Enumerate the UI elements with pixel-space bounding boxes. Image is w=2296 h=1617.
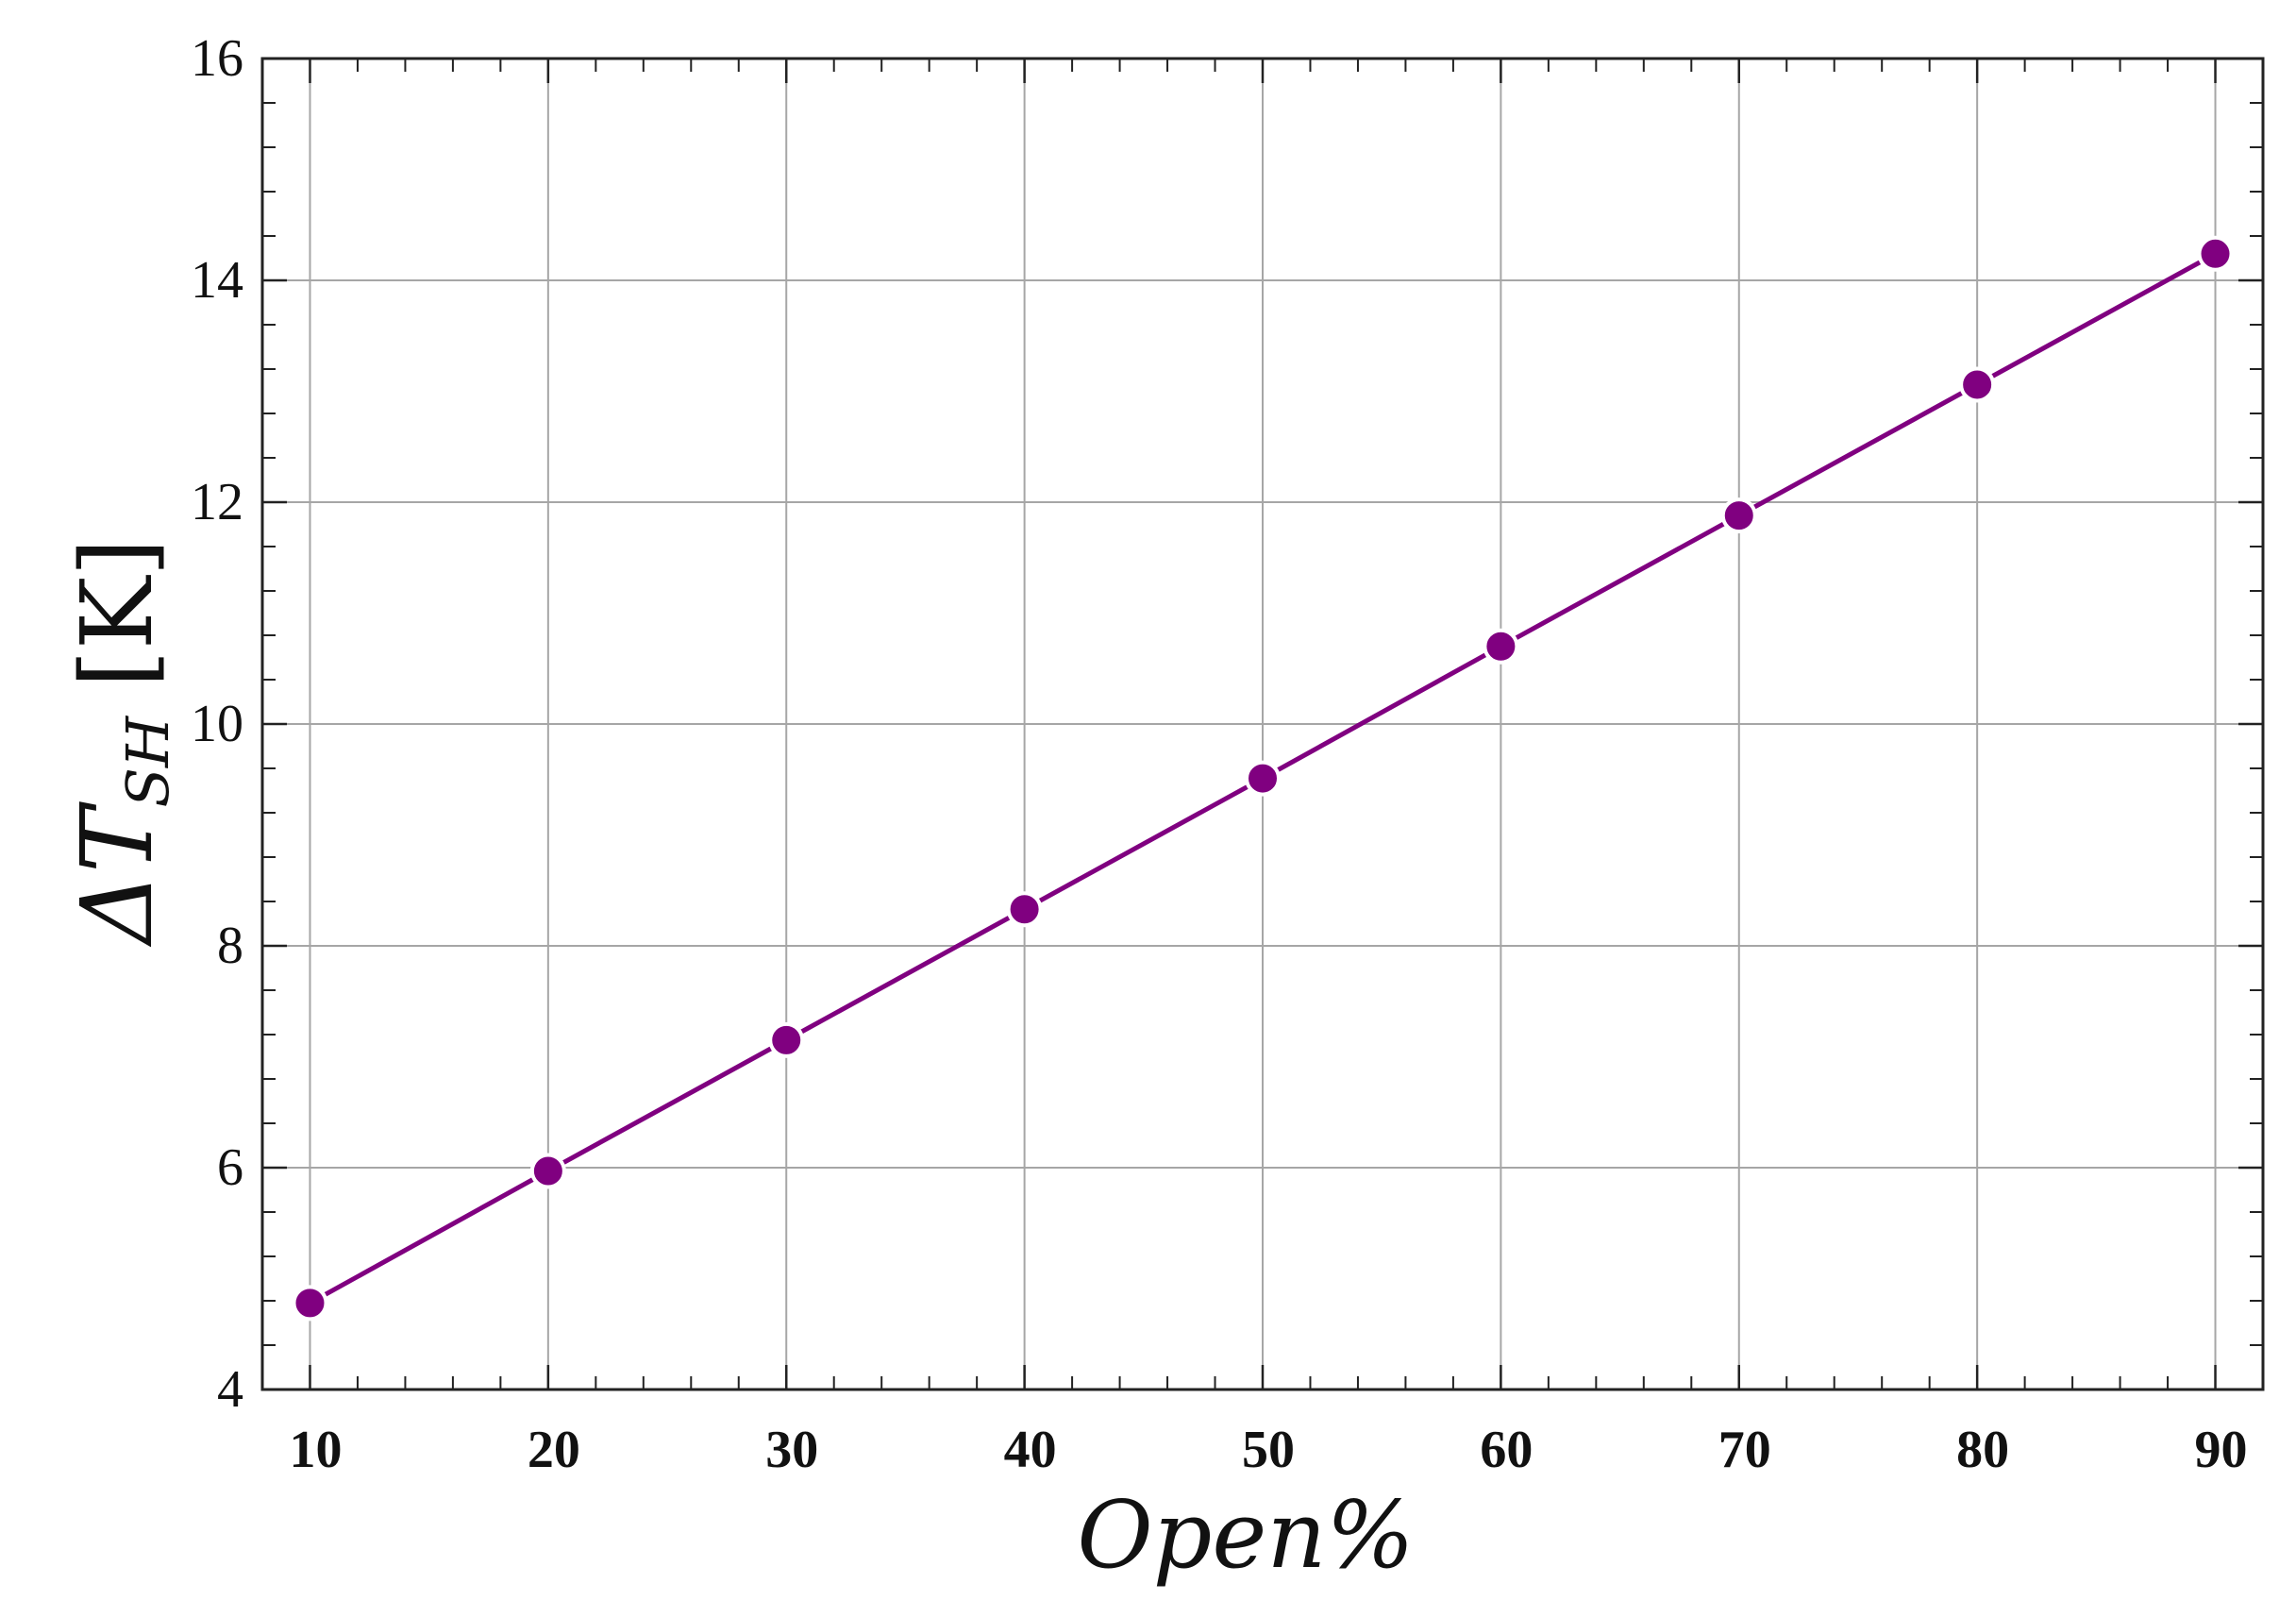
y-tick-label: 14 <box>191 251 243 310</box>
x-tick-labels: 10 20 30 40 50 60 70 80 90 <box>289 1421 2247 1479</box>
y-tick-label: 12 <box>191 473 243 531</box>
data-point <box>1245 760 1281 797</box>
x-tick-label: 80 <box>1956 1421 2009 1479</box>
minor-ticks <box>261 57 2264 1391</box>
y-axis-title-symbol: ΔT <box>59 801 175 948</box>
grid <box>262 59 2263 1390</box>
data-point <box>292 1285 328 1322</box>
y-tick-label: 4 <box>217 1360 243 1419</box>
data-point <box>768 1021 805 1058</box>
x-axis-title: Open% <box>1077 1482 1414 1590</box>
y-tick-labels: 4 6 8 10 12 14 16 <box>191 29 243 1419</box>
y-axis-title-unit: [K] <box>59 538 175 688</box>
x-tick-label: 60 <box>1480 1421 1533 1479</box>
x-tick-label: 70 <box>1718 1421 1771 1479</box>
y-tick-label: 10 <box>191 695 243 753</box>
x-tick-label: 50 <box>1242 1421 1295 1479</box>
x-tick-label: 30 <box>765 1421 818 1479</box>
x-tick-label: 40 <box>1004 1421 1057 1479</box>
series-layer <box>292 235 2234 1322</box>
y-tick-label: 16 <box>191 29 243 88</box>
data-point <box>2197 235 2234 272</box>
data-point <box>1006 891 1043 928</box>
data-point <box>1720 497 1757 534</box>
y-tick-label: 8 <box>217 917 243 975</box>
x-tick-label: 10 <box>289 1421 342 1479</box>
data-point <box>1483 628 1519 665</box>
y-axis-title: ΔTSH [K] <box>59 538 182 948</box>
plot-frame <box>260 57 2265 1391</box>
y-tick-label: 6 <box>217 1138 243 1197</box>
y-axis-title-subscript: SH <box>113 715 182 807</box>
data-point <box>1959 366 1996 403</box>
x-tick-label: 90 <box>2195 1421 2248 1479</box>
x-tick-label: 20 <box>528 1421 580 1479</box>
data-point <box>529 1153 566 1189</box>
